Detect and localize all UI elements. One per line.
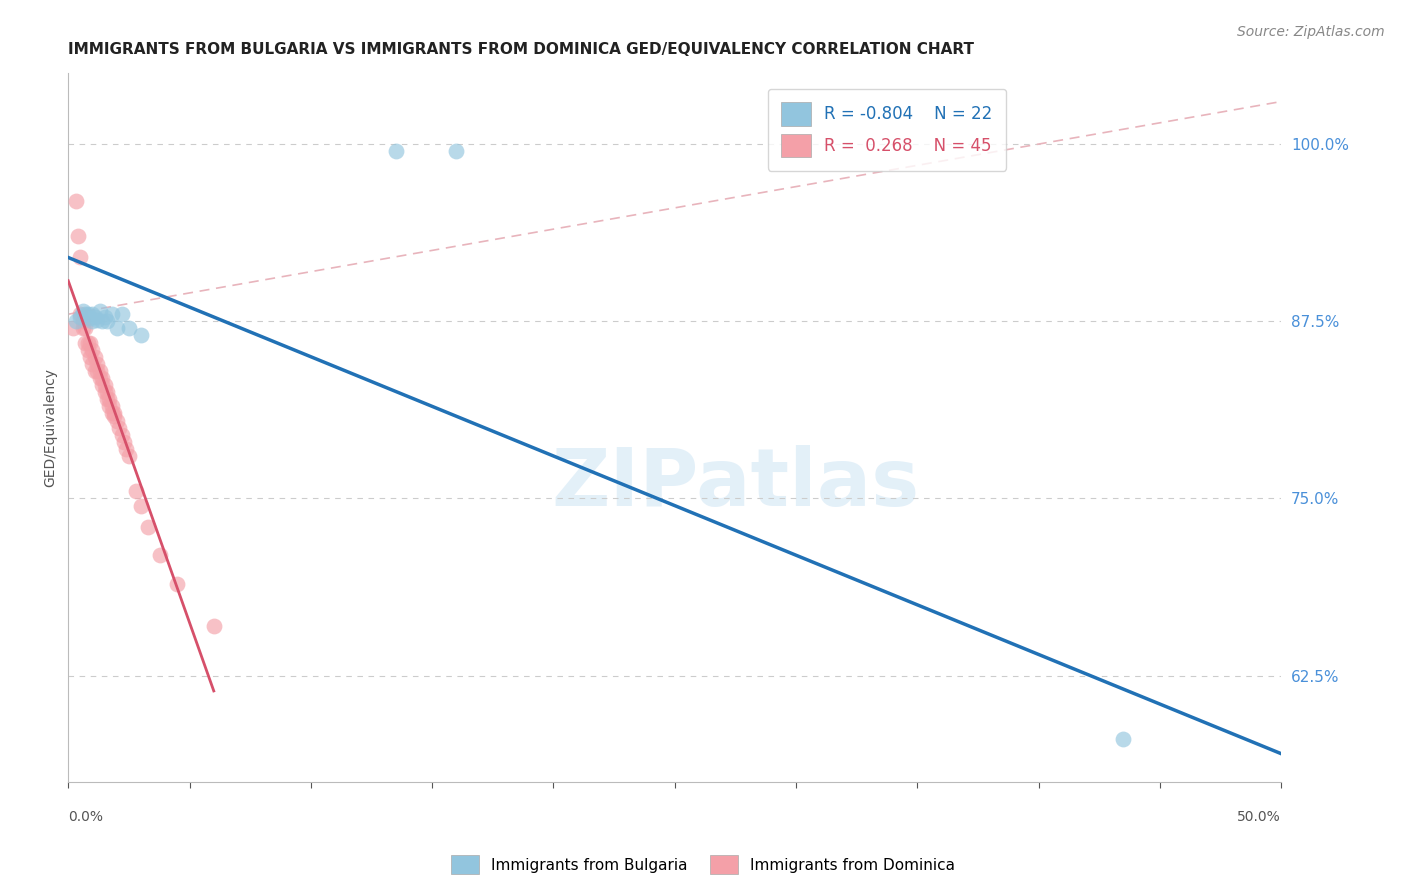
Point [136,520,159,534]
Point [91,378,114,392]
Point [86,364,108,378]
Point [62,321,84,335]
Point [75,335,97,350]
Point [75,321,97,335]
Point [108,420,131,434]
Point [125,484,148,499]
Legend: Immigrants from Bulgaria, Immigrants from Dominica: Immigrants from Bulgaria, Immigrants fro… [444,849,962,880]
Point [76,307,98,321]
Point [446,144,468,158]
Point [112,434,135,449]
Point [103,409,125,424]
Point [101,400,124,414]
Legend: R = -0.804    N = 22, R =  0.268    N = 45: R = -0.804 N = 22, R = 0.268 N = 45 [768,88,1005,170]
Point [69,307,91,321]
Point [93,378,115,392]
Point [84,310,107,324]
Point [105,321,128,335]
Point [118,449,141,463]
Text: 50.0%: 50.0% [1237,810,1281,824]
Point [65,194,87,208]
Point [101,307,124,321]
Point [79,311,101,326]
Point [93,310,115,324]
Point [93,385,115,400]
Point [86,357,108,371]
Point [82,343,104,357]
Point [166,576,188,591]
Point [103,406,125,420]
Point [82,357,104,371]
Point [82,314,104,328]
Point [72,321,94,335]
Point [72,314,94,328]
Point [82,307,104,321]
Point [79,335,101,350]
Text: IMMIGRANTS FROM BULGARIA VS IMMIGRANTS FROM DOMINICA GED/EQUIVALENCY CORRELATION: IMMIGRANTS FROM BULGARIA VS IMMIGRANTS F… [69,42,974,57]
Point [110,427,132,442]
Point [96,385,118,400]
Point [96,392,118,407]
Point [76,335,98,350]
Point [98,400,121,414]
Point [79,350,101,364]
Point [115,442,138,456]
Point [89,304,111,318]
Y-axis label: GED/Equivalency: GED/Equivalency [44,368,58,487]
Point [101,406,124,420]
Point [91,314,114,328]
Point [69,310,91,324]
Point [72,304,94,318]
Point [110,307,132,321]
Text: ZIPatlas: ZIPatlas [551,445,920,524]
Point [202,619,225,633]
Point [91,371,114,385]
Text: 0.0%: 0.0% [69,810,103,824]
Point [76,343,98,357]
Point [98,392,121,407]
Point [1112,732,1135,747]
Point [96,314,118,328]
Point [75,307,97,321]
Point [66,229,89,244]
Point [89,371,111,385]
Point [89,364,111,378]
Point [86,313,108,327]
Point [384,144,406,158]
Point [129,328,152,343]
Point [84,350,107,364]
Point [118,321,141,335]
Point [129,499,152,513]
Point [149,548,172,562]
Point [69,251,91,265]
Point [84,364,107,378]
Point [105,413,128,427]
Point [65,314,87,328]
Text: Source: ZipAtlas.com: Source: ZipAtlas.com [1237,25,1385,39]
